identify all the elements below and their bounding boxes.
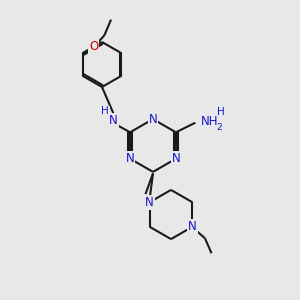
Text: 2: 2 xyxy=(217,123,222,132)
Text: N: N xyxy=(188,220,197,233)
Text: N: N xyxy=(172,152,180,165)
Text: H: H xyxy=(217,106,225,117)
Text: N: N xyxy=(109,114,118,128)
Text: N: N xyxy=(145,196,154,209)
Text: O: O xyxy=(89,40,98,53)
Text: NH: NH xyxy=(201,115,218,128)
Text: N: N xyxy=(126,152,134,165)
Text: H: H xyxy=(101,106,109,116)
Text: N: N xyxy=(148,112,158,126)
